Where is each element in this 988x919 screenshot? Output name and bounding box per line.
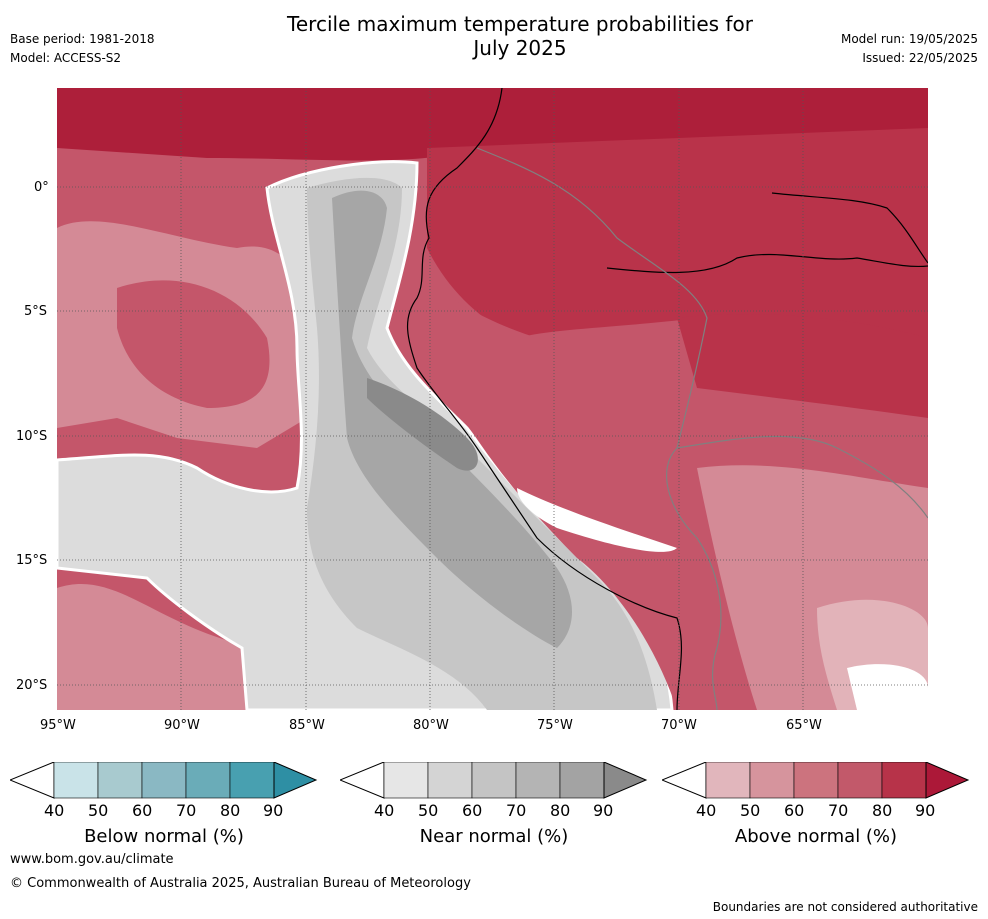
colorbar-near-bin	[427, 762, 473, 799]
colorbar-near-bin	[515, 762, 561, 799]
lon-label-95w: 95°W	[40, 718, 76, 733]
colorbar-below-bin	[53, 762, 99, 799]
lat-label-0: 0°	[34, 180, 49, 195]
cb2-tick-50: 50	[418, 801, 439, 820]
colorbar-below-bin	[229, 762, 275, 799]
lat-label-10s: 10°S	[16, 429, 48, 444]
colorbar-above-bin	[793, 762, 839, 799]
near-normal-darkest	[367, 378, 478, 471]
colorbar-above-bin	[705, 762, 751, 799]
land-white-patch	[847, 664, 928, 710]
coastline	[406, 88, 683, 710]
lon-label-85w: 85°W	[289, 718, 325, 733]
title-line-2: July 2025	[473, 36, 567, 60]
cb3-tick-90: 90	[915, 801, 936, 820]
ocean-hot-patch	[117, 280, 270, 408]
country-borders	[476, 147, 722, 710]
white-strip-coast	[517, 488, 677, 552]
cb1-tick-80: 80	[220, 801, 241, 820]
colorbar-below-bin	[185, 762, 231, 799]
colorbar-above-label: Above normal (%)	[734, 826, 898, 847]
lon-label-65w: 65°W	[786, 718, 822, 733]
colorbar-near-normal	[340, 762, 648, 799]
issued-text: Issued: 22/05/2025	[862, 51, 978, 65]
colorbar-above-lower-arrow	[662, 762, 707, 799]
model-run-text: Model run: 19/05/2025	[840, 32, 978, 46]
colorbar-below-bin	[141, 762, 187, 799]
near-normal-dark	[332, 190, 572, 648]
lon-label-70w: 70°W	[661, 718, 697, 733]
cb3-tick-40: 40	[696, 801, 717, 820]
lat-label-5s: 5°S	[24, 304, 48, 319]
colorbar-near-bin	[383, 762, 429, 799]
colorbar-above-bin	[881, 762, 927, 799]
gridlines	[57, 88, 928, 710]
cb3-tick-60: 60	[784, 801, 805, 820]
cb2-tick-90: 90	[593, 801, 614, 820]
cb2-tick-40: 40	[374, 801, 395, 820]
cb3-tick-70: 70	[828, 801, 849, 820]
colorbar-near-bin	[559, 762, 605, 799]
cb1-tick-70: 70	[176, 801, 197, 820]
cb3-tick-80: 80	[872, 801, 893, 820]
lon-label-90w: 90°W	[164, 718, 200, 733]
land-hot-central	[677, 314, 928, 418]
website-link[interactable]: www.bom.gov.au/climate	[10, 852, 174, 867]
colorbar-near-bin	[471, 762, 517, 799]
cb1-tick-60: 60	[132, 801, 153, 820]
lon-label-75w: 75°W	[537, 718, 573, 733]
cb2-tick-80: 80	[550, 801, 571, 820]
cb2-tick-60: 60	[462, 801, 483, 820]
near-normal-mid	[307, 177, 657, 710]
colorbar-below-normal	[10, 762, 318, 799]
colorbar-below-lower-arrow	[10, 762, 55, 799]
lat-label-15s: 15°S	[16, 553, 48, 568]
cb1-tick-90: 90	[263, 801, 284, 820]
country-border-bolivia	[676, 435, 928, 519]
cb2-tick-70: 70	[506, 801, 527, 820]
amazon-river	[606, 192, 928, 274]
colorbar-above-normal	[662, 762, 970, 799]
copyright-text: © Commonwealth of Australia 2025, Austra…	[10, 876, 471, 891]
cb1-tick-50: 50	[88, 801, 109, 820]
colorbar-below-upper-arrow	[273, 762, 318, 799]
colorbar-below-bin	[97, 762, 143, 799]
colorbar-near-upper-arrow	[603, 762, 648, 799]
probability-map	[57, 88, 928, 710]
colorbar-above-bin	[837, 762, 883, 799]
colorbar-above-bin	[749, 762, 795, 799]
disclaimer-text: Boundaries are not considered authoritat…	[712, 900, 978, 914]
colorbar-near-label: Near normal (%)	[419, 826, 569, 847]
colorbar-below-label: Below normal (%)	[84, 826, 244, 847]
cb1-tick-40: 40	[44, 801, 65, 820]
model-text: Model: ACCESS-S2	[10, 51, 122, 65]
lat-label-20s: 20°S	[16, 678, 48, 693]
land-hot-north	[427, 128, 928, 338]
base-period-text: Base period: 1981-2018	[10, 32, 155, 46]
colorbar-above-upper-arrow	[925, 762, 970, 799]
chart-title: Tercile maximum temperature probabilitie…	[240, 12, 800, 60]
lon-label-80w: 80°W	[413, 718, 449, 733]
cb3-tick-50: 50	[740, 801, 761, 820]
colorbar-near-lower-arrow	[340, 762, 385, 799]
title-line-1: Tercile maximum temperature probabilitie…	[287, 12, 753, 36]
